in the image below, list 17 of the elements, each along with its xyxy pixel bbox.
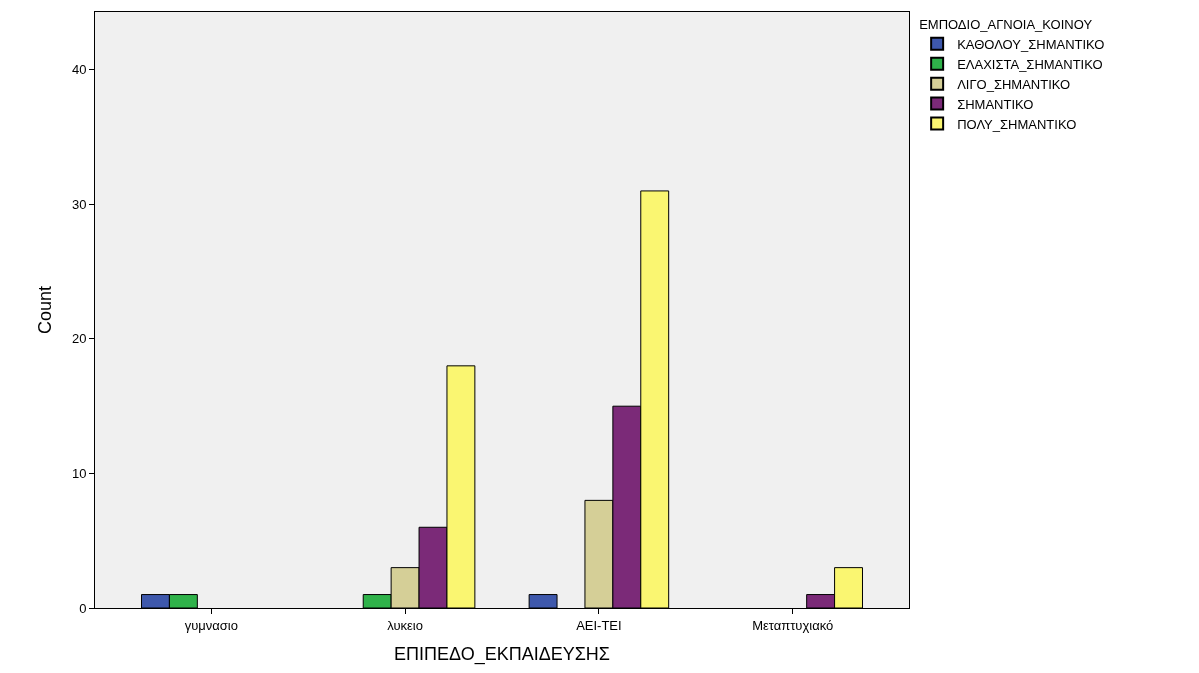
- x-tick-label: λυκειο: [387, 617, 423, 633]
- y-tick-label: 20: [71, 331, 87, 347]
- x-tick-label: Μεταπτυχιακό: [752, 617, 834, 633]
- legend-label: ΚΑΘΟΛΟΥ_ΣΗΜΑΝΤΙΚΟ: [957, 36, 1105, 52]
- legend-label: ΠΟΛΥ_ΣΗΜΑΝΤΙΚΟ: [957, 116, 1077, 132]
- legend-label: ΣΗΜΑΝΤΙΚΟ: [957, 96, 1034, 112]
- legend-label: ΕΛΑΧΙΣΤΑ_ΣΗΜΑΝΤΙΚΟ: [957, 56, 1103, 72]
- x-tick-label: γυμνασιο: [184, 617, 238, 633]
- legend-title: ΕΜΠΟΔΙΟ_ΑΓΝΟΙΑ_ΚΟΙΝΟΥ: [919, 16, 1093, 32]
- y-tick-label: 0: [79, 600, 87, 616]
- x-tick-label: ΑΕΙ-ΤΕΙ: [576, 617, 622, 633]
- y-axis-title: Count: [35, 285, 56, 335]
- y-tick-label: 40: [71, 62, 87, 78]
- y-tick-label: 30: [71, 196, 87, 212]
- legend-label: ΛΙΓΟ_ΣΗΜΑΝΤΙΚΟ: [957, 76, 1071, 92]
- x-axis-title: ΕΠΙΠΕΔΟ_ΕΚΠΑΙΔΕΥΣΗΣ: [394, 643, 610, 665]
- y-tick-label: 10: [71, 466, 87, 482]
